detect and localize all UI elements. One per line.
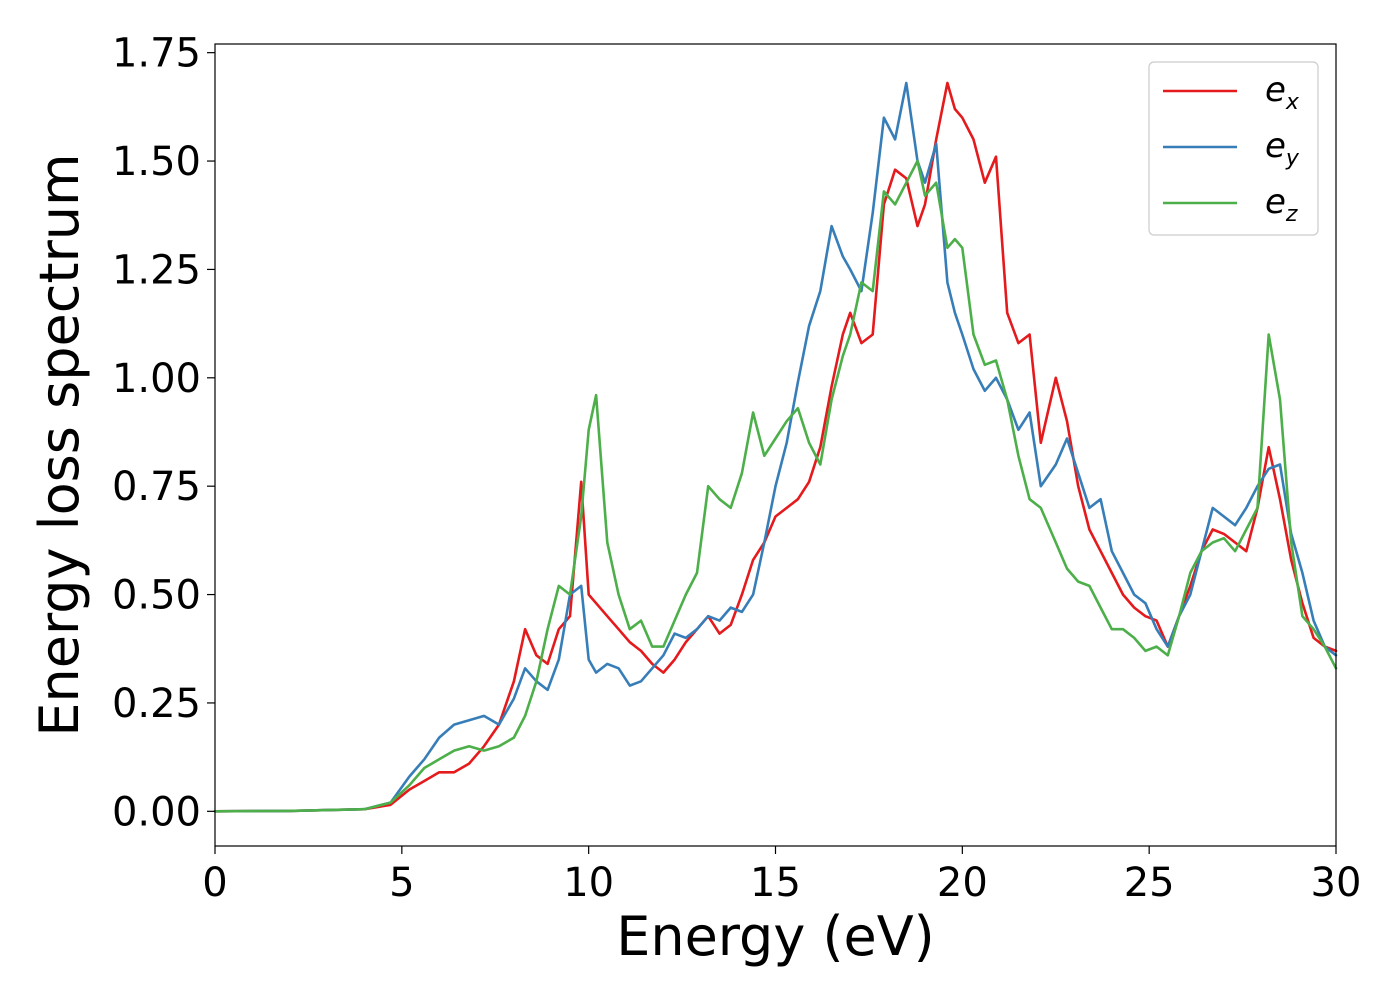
x-tick-label: 25	[1124, 860, 1175, 906]
series-layer	[213, 81, 1338, 813]
legend-label-x: ex	[1265, 70, 1300, 115]
legend-label-z: ez	[1265, 182, 1298, 227]
x-tick-label: 5	[389, 860, 414, 906]
y-tick-label: 0.75	[112, 464, 201, 510]
x-tick-label: 0	[202, 860, 227, 906]
series-line-z	[213, 159, 1338, 813]
x-tick-label: 20	[937, 860, 988, 906]
x-axis-title: Energy (eV)	[616, 905, 935, 968]
x-tick-label: 10	[563, 860, 614, 906]
legend-label-y: ey	[1265, 126, 1300, 171]
x-tick-label: 15	[750, 860, 801, 906]
legend: ex ey ez	[1148, 61, 1319, 236]
x-tick-label: 30	[1311, 860, 1362, 906]
x-axis: 0 5 10 15 20 25 30	[202, 846, 1361, 906]
y-axis-title: Energy loss spectrum	[28, 153, 91, 736]
y-tick-label: 1.00	[112, 356, 201, 402]
y-tick-label: 1.50	[112, 139, 201, 185]
legend-box	[1148, 61, 1319, 236]
y-tick-label: 1.25	[112, 247, 201, 293]
y-axis: 0.00 0.25 0.50 0.75 1.00 1.25 1.50 1.75	[112, 31, 215, 835]
y-tick-label: 0.25	[112, 681, 201, 727]
y-tick-label: 1.75	[112, 31, 201, 77]
y-tick-label: 0.00	[112, 789, 201, 835]
y-tick-label: 0.50	[112, 573, 201, 619]
